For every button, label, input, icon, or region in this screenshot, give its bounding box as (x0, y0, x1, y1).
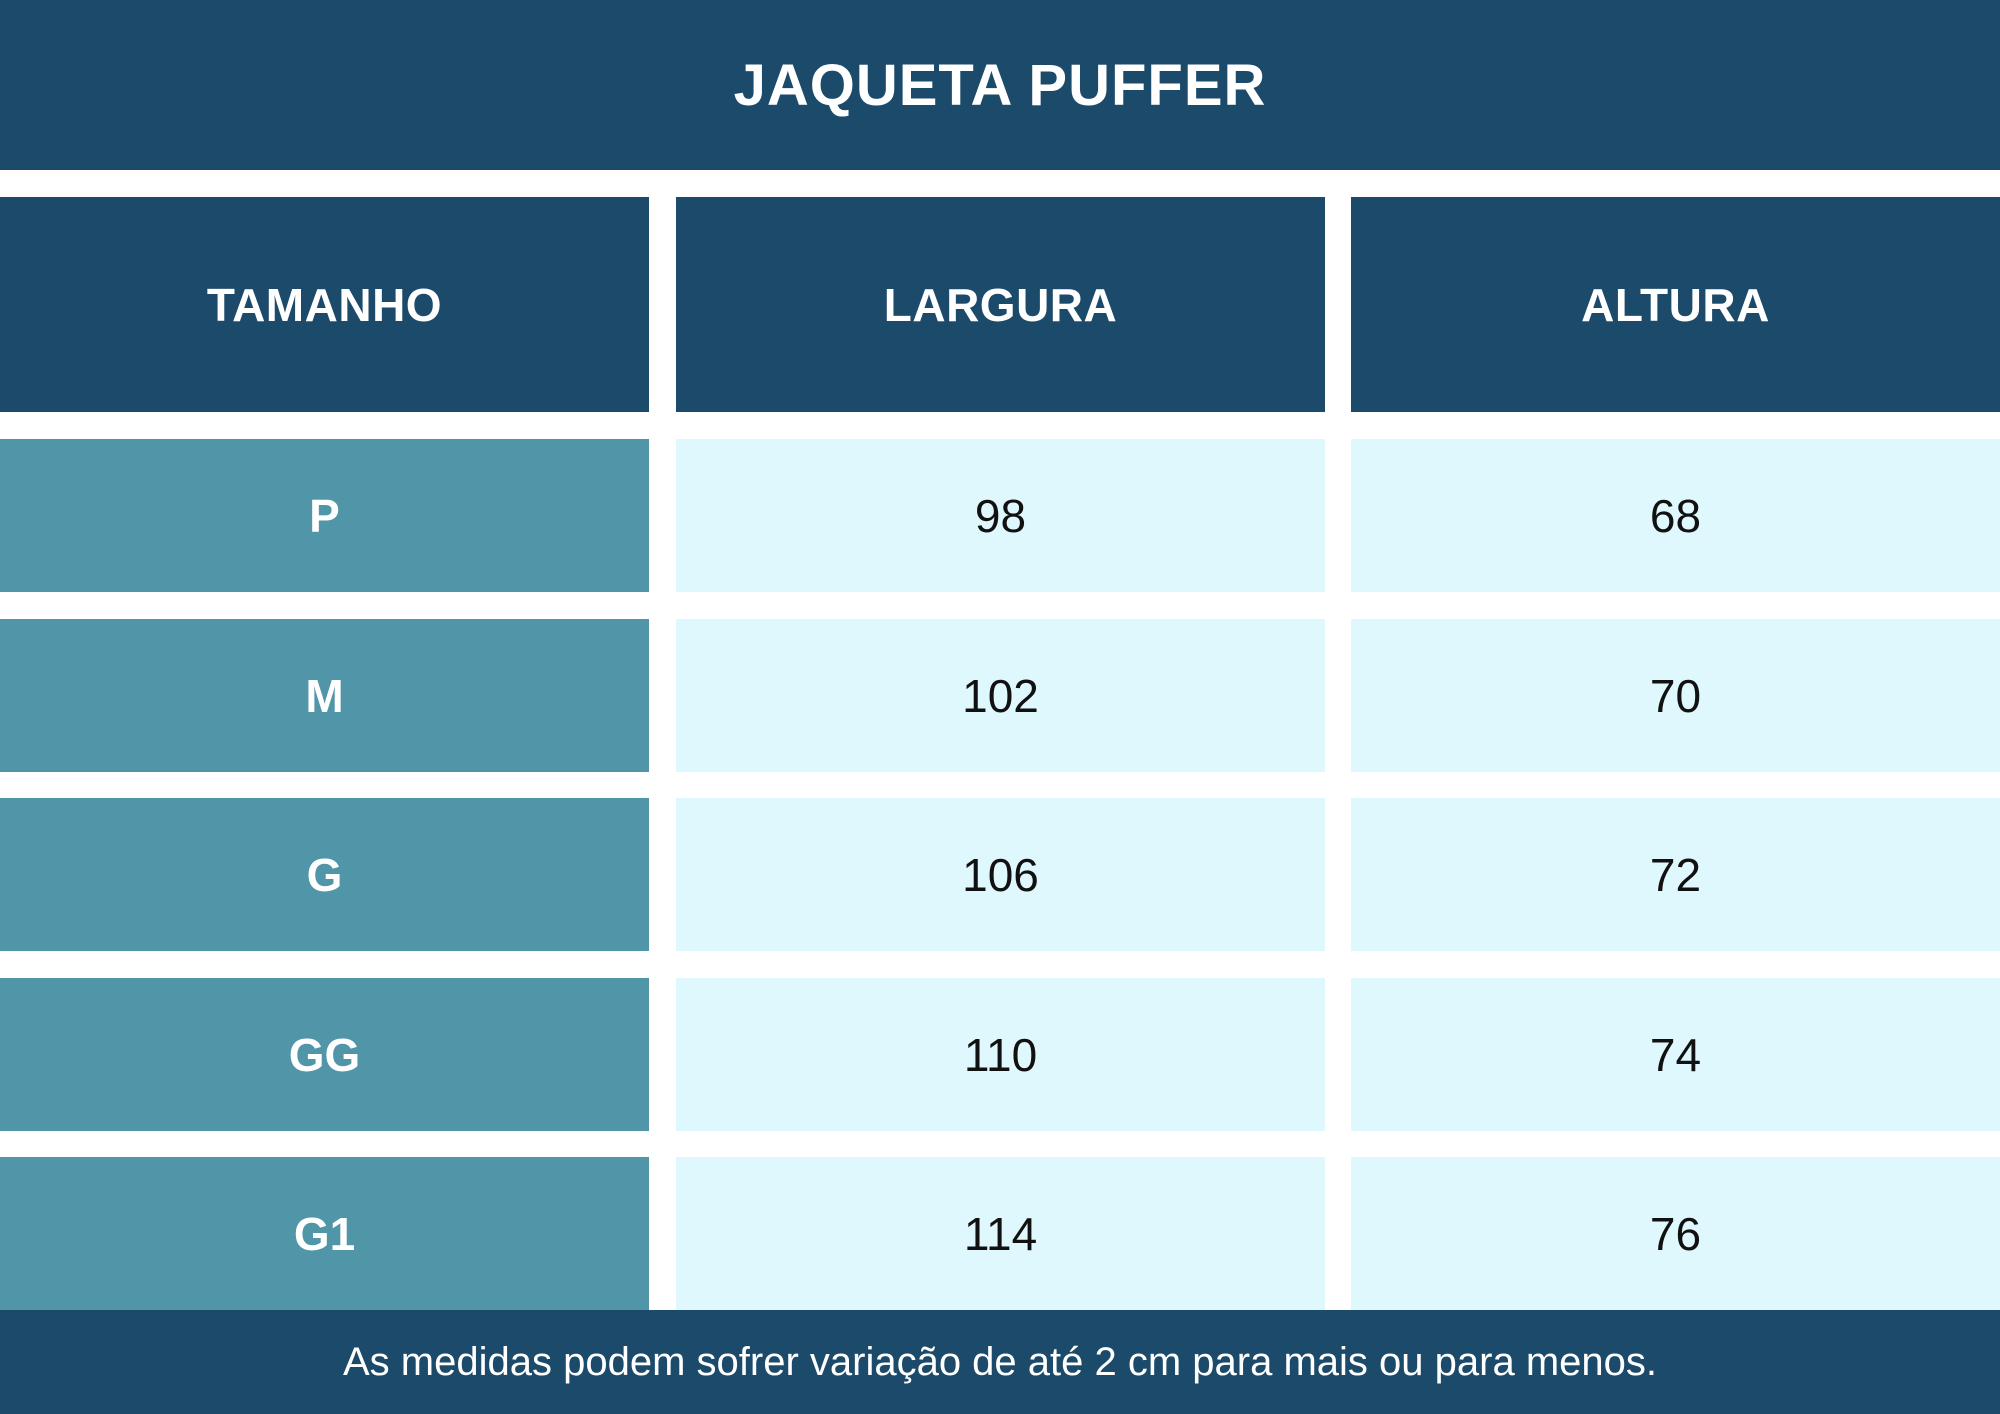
footer-banner: As medidas podem sofrer variação de até … (0, 1310, 2000, 1414)
header-largura: LARGURA (676, 197, 1325, 412)
size-cell: GG (0, 978, 649, 1131)
largura-cell: 106 (676, 798, 1325, 951)
altura-cell: 74 (1351, 978, 2000, 1131)
altura-cell: 76 (1351, 1157, 2000, 1310)
title-banner: JAQUETA PUFFER (0, 0, 2000, 170)
header-altura: ALTURA (1351, 197, 2000, 412)
largura-cell: 114 (676, 1157, 1325, 1310)
size-cell: P (0, 439, 649, 592)
page-title: JAQUETA PUFFER (733, 52, 1267, 118)
largura-cell: 98 (676, 439, 1325, 592)
altura-cell: 68 (1351, 439, 2000, 592)
size-cell: G (0, 798, 649, 951)
header-tamanho: TAMANHO (0, 197, 649, 412)
size-cell: G1 (0, 1157, 649, 1310)
altura-cell: 72 (1351, 798, 2000, 951)
largura-cell: 102 (676, 619, 1325, 772)
footer-note: As medidas podem sofrer variação de até … (343, 1339, 1657, 1384)
altura-cell: 70 (1351, 619, 2000, 772)
largura-cell: 110 (676, 978, 1325, 1131)
size-cell: M (0, 619, 649, 772)
